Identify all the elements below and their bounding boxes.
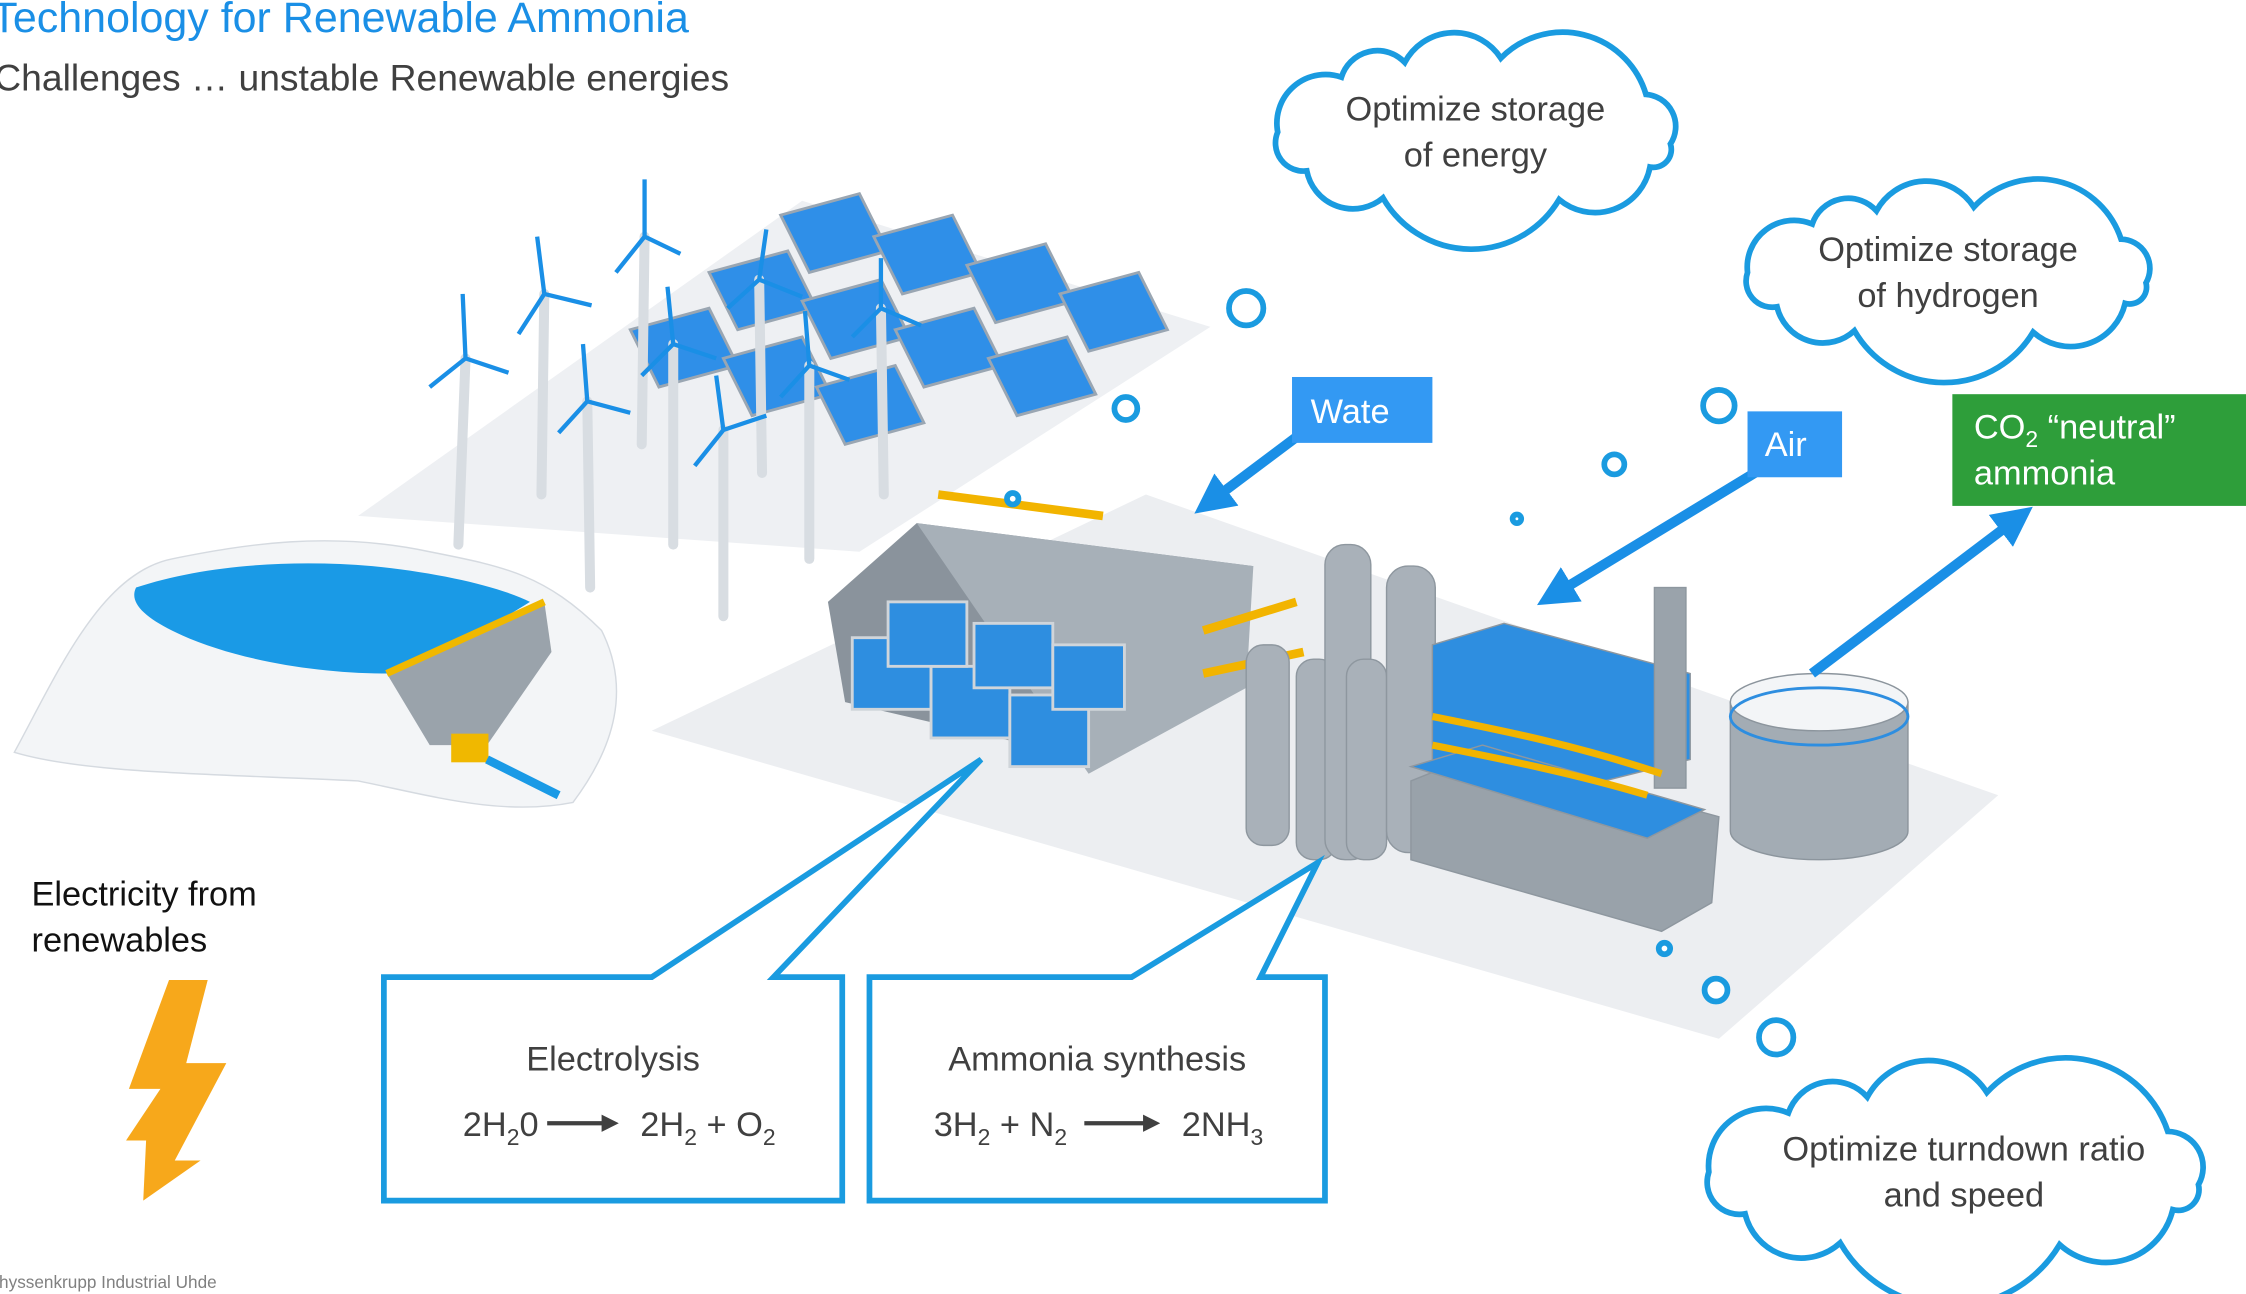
lightning-icon [126, 980, 226, 1201]
equation-subscript: 2 [978, 1124, 991, 1150]
synthesis-callout [869, 863, 1325, 1201]
air-label: Air [1765, 426, 1807, 464]
cloud-text: Optimize storage [1818, 231, 2078, 269]
process-title: Electrolysis [526, 1040, 700, 1078]
ammonia-tank [1730, 673, 1908, 859]
cloud-text: and speed [1884, 1176, 2044, 1214]
electricity-line: renewables [32, 921, 208, 959]
equation-subscript: 2 [507, 1124, 520, 1150]
plant-illustration [14, 179, 1998, 1038]
subtitle: Challenges … unstable Renewable energies [0, 57, 729, 99]
equation-subscript: 2 [763, 1124, 776, 1150]
process-title: Ammonia synthesis [948, 1040, 1246, 1078]
electricity-line: Electricity from [32, 876, 257, 914]
equation-text: 2H [463, 1106, 507, 1144]
air-arrow [1554, 473, 1755, 595]
water-label: Wate [1311, 393, 1390, 431]
equation-left: 2H20 [463, 1106, 539, 1150]
product-formula-sub: 2 [2025, 426, 2038, 452]
page: { "header": {"title": "Technology for Re… [0, 0, 2246, 1294]
equation-subscript: 2 [684, 1124, 697, 1150]
cloud-text: Optimize storage [1346, 91, 1606, 129]
product-name: ammonia [1974, 454, 2116, 492]
equation-text: 3H [934, 1106, 978, 1144]
product-qualifier: “neutral” [2038, 409, 2175, 447]
cloud-text: Optimize turndown ratio [1782, 1131, 2145, 1169]
equation-text: + O [697, 1106, 763, 1144]
equation-subscript: 2 [1054, 1124, 1067, 1150]
slide: Optimize storage of energy Optimize storag… [0, 0, 2246, 1294]
water-arrow [1210, 437, 1296, 501]
footer: thyssenkrupp Industrial Uhde [0, 1272, 217, 1292]
equation-right: 2H2 + O2 [640, 1106, 775, 1150]
equation-text: 0 [519, 1106, 538, 1144]
equation-text: 2H [640, 1106, 684, 1144]
product-arrow [1812, 519, 2017, 674]
cloud-text: of energy [1404, 136, 1548, 174]
cloud-text: of hydrogen [1857, 277, 2038, 315]
equation-left: 3H2 + N2 [934, 1106, 1067, 1150]
reservoir [14, 541, 616, 807]
equation-text: + N [990, 1106, 1054, 1144]
product-formula-text: CO [1974, 409, 2026, 447]
product-formula: CO2 “neutral” [1974, 409, 2176, 453]
equation-subscript: 3 [1250, 1124, 1263, 1150]
equation-text: 2NH [1182, 1106, 1251, 1144]
title: Technology for Renewable Ammonia [0, 0, 689, 42]
